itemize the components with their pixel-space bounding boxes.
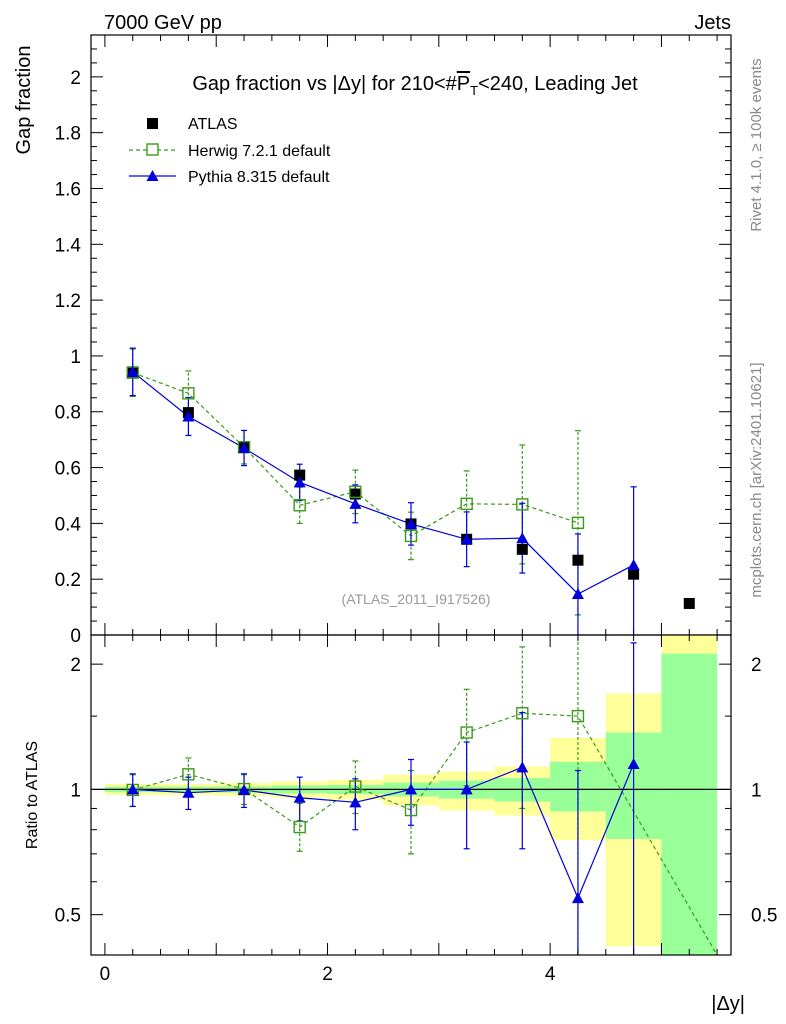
main-ytick-label: 0.8 [55,403,81,424]
herwig-ratio-line [132,712,718,956]
main-axis-ticks: 0 0.2 0.4 0.6 0.8 1 1.2 1.4 1.6 1.8 2 [55,35,731,647]
pythia-line [132,371,634,595]
atlas-point [572,554,584,566]
ratio-ytick-label: 1 [70,780,81,801]
pythia-ratio-point [460,783,473,795]
legend-atlas-label: ATLAS [188,116,238,133]
pythia-point [516,532,529,544]
pythia-point [627,558,640,570]
pythia-point [571,587,584,599]
pythia-ratio-point [405,783,417,795]
ratio-ytick-label-right: 0.5 [751,906,777,927]
legend-herwig-label: Herwig 7.2.1 default [188,143,331,160]
pythia-ratio-point [516,761,529,773]
atlas-point [683,597,695,609]
rivet-label: Rivet 4.1.0, ≥ 100k events [748,58,765,231]
main-ytick-label: 1.6 [55,179,81,200]
legend-herwig-marker [146,143,159,156]
pythia-point [182,410,195,422]
pythia-point [238,442,251,454]
herwig-ratio-point [404,803,418,817]
main-title: Gap fraction vs |Δy| for 210<#PT<240, Le… [192,73,638,98]
pythia-point [460,533,473,545]
pythia-point [126,365,139,377]
pythia-ratio-line [132,763,635,900]
legend-atlas-marker [147,118,158,129]
herwig-ratio-point [293,820,306,834]
pythia-ratio-point [349,796,362,808]
herwig-ratio-point [460,726,473,739]
ratio-ylabel: Ratio to ATLAS [24,741,41,849]
main-ytick-label: 1 [70,347,81,368]
pythia-ratio-point [571,892,584,904]
herwig-point [182,387,195,400]
main-ytick-label: 1.2 [55,291,81,312]
main-ytick-label: 0.4 [55,514,82,535]
legend-pythia-label: Pythia 8.315 default [188,169,330,186]
atlas-point [516,543,528,555]
ratio-ytick-label: 2 [70,655,81,676]
herwig-point [349,485,362,499]
pythia-ratio-point [293,791,306,803]
ratio-ytick-label-right: 1 [751,780,762,801]
pythia-ratio-point [238,783,251,795]
pythia-ratio-point [627,757,640,769]
ratio-ytick-label-right: 2 [751,655,762,676]
pythia-ratio-point [182,786,195,798]
legend-entry-herwig: Herwig 7.2.1 default [129,143,331,160]
process-label: Jets [694,12,731,34]
ratio-xtick-label: 0 [100,964,111,985]
legend: ATLAS Herwig 7.2.1 default Pythia 8.315 … [129,116,331,186]
atlas-point [349,488,361,500]
main-ytick-label: 1.4 [55,235,82,256]
atlas-point [294,469,306,481]
analysis-label: (ATLAS_2011_I917526) [342,591,491,607]
ratio-series-group [126,635,718,956]
herwig-series [129,348,581,616]
pythia-point [349,497,362,509]
main-ytick-label: 0.6 [55,459,81,480]
main-series-group [126,347,695,635]
atlas-point [628,568,640,580]
mcplots-label: mcplots.cern.ch [arXiv:2401.10621] [748,362,765,597]
ratio-xtick-label: 4 [545,964,556,985]
pythia-point [405,517,417,529]
legend-pythia-marker [146,170,159,181]
main-ytick-label: 0.2 [55,570,81,591]
legend-entry-pythia: Pythia 8.315 default [129,169,330,186]
beam-label: 7000 GeV pp [104,12,222,34]
herwig-point [293,499,306,512]
pythia-ratio-point [126,783,139,795]
main-ytick-label: 1.8 [55,124,81,145]
herwig-ratio-point [516,707,529,720]
main-ylabel: Gap fraction [13,46,35,155]
ratio-xtick-label: 2 [322,964,333,985]
pythia-point [293,476,306,488]
herwig-point [404,529,418,543]
legend-entry-atlas: ATLAS [147,116,238,133]
main-ytick-label: 0 [70,626,81,647]
main-ytick-label: 2 [70,68,81,89]
herwig-ratio-point [571,709,585,723]
ratio-ytick-label: 0.5 [55,906,81,927]
ratio-axis-ticks: 0.5 0.5 1 1 2 2 0 2 4 [55,635,777,985]
herwig-point [571,516,585,530]
ratio-band-green [661,653,718,955]
herwig-point [516,498,529,511]
herwig-point [460,497,473,511]
herwig-ratio-point [182,768,195,781]
herwig-ratio-point [349,780,362,793]
ratio-xlabel: |Δy| [711,993,745,1015]
